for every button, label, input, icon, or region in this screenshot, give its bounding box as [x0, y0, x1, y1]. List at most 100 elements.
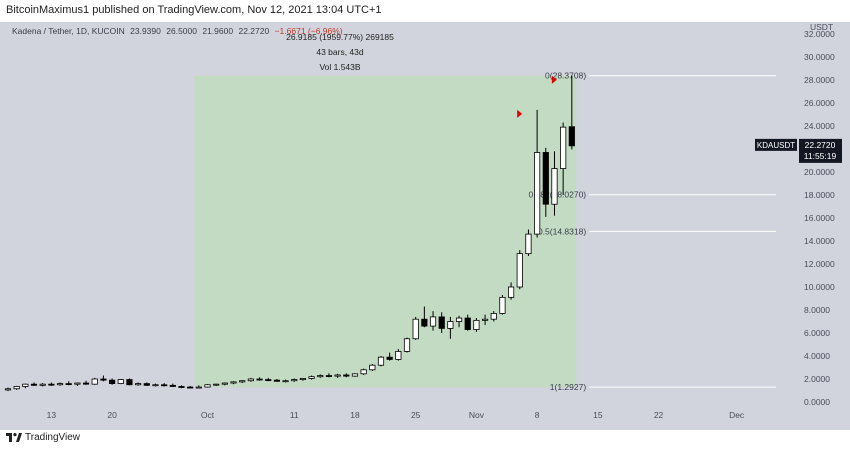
y-tick-label: 16.0000	[804, 213, 835, 223]
y-axis: 32.000030.000028.000026.000024.000022.00…	[804, 22, 835, 407]
candle-body	[195, 386, 202, 389]
y-tick-label: 28.0000	[804, 75, 835, 85]
candle-body	[542, 152, 549, 205]
x-tick-label: 8	[535, 410, 540, 420]
candles-layer	[4, 75, 575, 392]
candle-body	[82, 382, 90, 385]
candle-body	[499, 296, 506, 314]
x-tick-label: Oct	[201, 410, 215, 420]
ohlc-low: 21.9600	[202, 26, 234, 36]
y-tick-label: 2.0000	[804, 374, 830, 384]
candle-body	[4, 388, 12, 391]
candle-body	[187, 386, 194, 389]
candle-body	[421, 318, 428, 327]
y-tick-label: 20.0000	[804, 167, 835, 177]
red-arrow-marker	[551, 75, 557, 84]
measure-zone	[194, 75, 577, 388]
measure-change: 26.9185 (1959.77%) 269185	[286, 32, 394, 42]
candle-body	[91, 378, 98, 385]
y-tick-label: 26.0000	[804, 98, 835, 108]
candle-body	[377, 356, 385, 366]
y-tick-label: 14.0000	[804, 236, 835, 246]
price-tag-box	[799, 138, 842, 163]
candle-body	[204, 384, 211, 388]
candle-body	[317, 375, 324, 378]
y-tick-label: 6.0000	[804, 328, 830, 338]
candle-body	[39, 383, 46, 386]
y-tick-label: 18.0000	[804, 190, 835, 200]
candle-body	[56, 383, 64, 386]
candle-body	[516, 253, 523, 288]
candle-body	[464, 317, 471, 330]
x-tick-label: 13	[47, 410, 57, 420]
candle-body	[360, 369, 367, 375]
candle-body	[412, 318, 419, 340]
x-tick-label: 18	[350, 410, 360, 420]
y-tick-label: 0.0000	[804, 397, 830, 407]
candle-body	[135, 383, 142, 386]
candle-body	[325, 375, 333, 377]
y-tick-label: 10.0000	[804, 282, 835, 292]
x-tick-label: 20	[107, 410, 117, 420]
x-tick-label: 25	[411, 410, 421, 420]
candle-body	[13, 386, 20, 390]
candle-body	[525, 233, 532, 255]
measure-zone-layer	[194, 75, 577, 388]
candle-body	[534, 152, 541, 235]
candle-body	[273, 379, 280, 382]
publisher-caption: BitcoinMaximus1 published on TradingView…	[6, 4, 382, 16]
candle-body	[239, 380, 246, 383]
x-tick-label: Nov	[469, 410, 485, 420]
candle-body	[221, 382, 228, 385]
price-change: −1.6671 (−6.96%)	[274, 26, 343, 36]
currency-label: USDT	[810, 22, 833, 32]
candle-body	[308, 376, 315, 379]
price-tag-countdown: 11:55:19	[804, 151, 837, 161]
measure-volume: Vol 1.543B	[319, 62, 361, 72]
candle-body	[334, 374, 341, 377]
arrows-layer	[517, 75, 557, 118]
candle-body	[126, 379, 133, 386]
candle-body	[213, 383, 220, 386]
candle-body	[30, 383, 38, 386]
candle-body	[169, 384, 176, 387]
y-tick-label: 8.0000	[804, 305, 830, 315]
candle-body	[438, 316, 445, 329]
candle-body	[481, 318, 489, 321]
candle-body	[282, 380, 289, 383]
candle-body	[117, 379, 124, 385]
fib-level-label: 0(28.3708)	[545, 71, 586, 81]
candle-body	[230, 381, 237, 384]
candle-body	[508, 286, 515, 298]
tradingview-brand[interactable]: TradingView	[6, 432, 80, 443]
tradingview-logo-icon	[6, 432, 22, 442]
x-axis: 13 20 Oct 11 18 25 Nov 8 15 22 Dec	[47, 410, 745, 420]
candle-body	[65, 383, 72, 386]
candle-body	[429, 316, 437, 327]
footer-bar	[0, 430, 850, 449]
y-tick-label: 30.0000	[804, 52, 835, 62]
candle-body	[109, 379, 116, 384]
x-tick-label: Dec	[729, 410, 745, 420]
x-tick-label: 15	[593, 410, 603, 420]
price-tag-symbol: KDAUSDT	[757, 141, 795, 150]
candle-body	[351, 373, 359, 377]
candle-body	[490, 313, 497, 320]
y-tick-label: 24.0000	[804, 121, 835, 131]
candle-body	[568, 126, 575, 147]
candle-body	[343, 374, 350, 377]
measure-tool-label: 26.9185 (1959.77%) 269185 43 bars, 43d V…	[250, 30, 430, 75]
candle-body	[100, 378, 107, 381]
ohlc-close: 22.2720	[238, 26, 270, 36]
candle-body	[403, 338, 411, 352]
price-chart[interactable]: 0(28.3708)0.382(18.0270)0.5(14.8318)1(1.…	[0, 22, 850, 430]
candle-body	[152, 384, 159, 387]
ohlc-open: 23.9390	[130, 26, 161, 36]
candle-body	[560, 126, 567, 169]
symbol-name: Kadena / Tether, 1D, KUCOIN	[12, 26, 125, 36]
candle-body	[22, 383, 29, 387]
candle-body	[386, 356, 393, 360]
measure-bars: 43 bars, 43d	[316, 47, 364, 57]
fib-level-label: 1(1.2927)	[550, 382, 587, 392]
